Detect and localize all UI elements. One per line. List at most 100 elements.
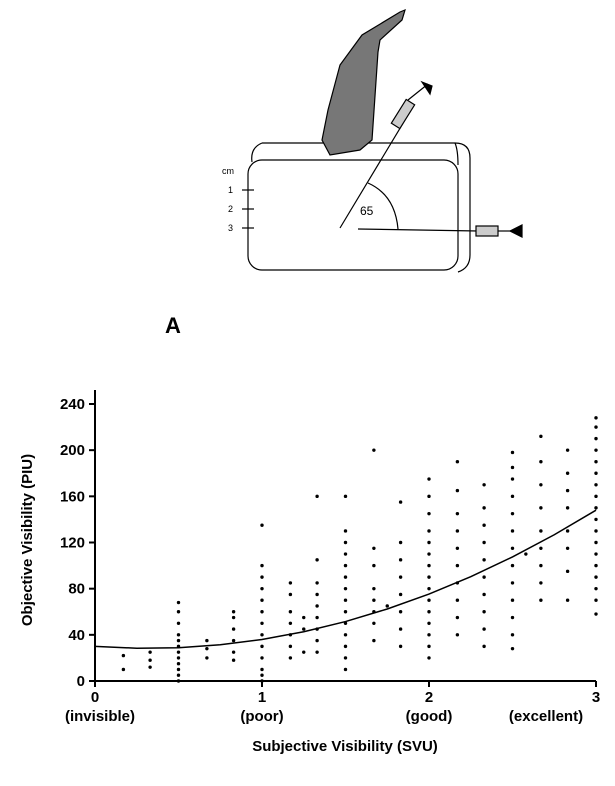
point [455, 615, 460, 620]
point [302, 615, 306, 620]
point [482, 610, 486, 614]
point [176, 638, 181, 643]
point [427, 477, 431, 481]
point [343, 540, 348, 545]
point [539, 563, 543, 568]
point [565, 506, 570, 510]
point [510, 646, 515, 651]
x-tick-caption: (invisible) [65, 708, 135, 725]
box-edges [251, 142, 459, 166]
point [539, 598, 543, 602]
point [231, 627, 236, 631]
point [398, 575, 403, 579]
point [315, 581, 319, 585]
point [315, 615, 319, 620]
x-tick-label: 1 [258, 689, 266, 706]
point [398, 627, 403, 631]
point [594, 575, 598, 579]
point [260, 679, 264, 683]
point [260, 667, 264, 672]
point [372, 586, 376, 591]
point [260, 575, 264, 579]
point [455, 529, 460, 533]
point [372, 638, 376, 643]
x-tick-label: 2 [425, 689, 433, 706]
point [288, 592, 293, 597]
point [398, 610, 403, 614]
point [205, 646, 209, 651]
point [176, 621, 181, 625]
box-front [247, 159, 459, 271]
unit-label: cm [222, 166, 234, 176]
point [482, 483, 486, 487]
point [176, 679, 181, 683]
point [176, 673, 181, 677]
point [315, 604, 319, 608]
point [343, 633, 348, 637]
point [539, 434, 543, 439]
point [427, 511, 431, 516]
point [565, 488, 570, 493]
point [539, 546, 543, 550]
point [231, 638, 236, 643]
point [594, 471, 598, 475]
point [427, 552, 431, 556]
x-tick-caption: (poor) [240, 708, 283, 725]
point [372, 563, 376, 568]
point [231, 650, 236, 654]
point [398, 644, 403, 649]
point [385, 604, 389, 608]
point [455, 598, 460, 602]
x-tick-caption: (excellent) [509, 708, 583, 725]
point [343, 529, 348, 533]
x-tick-caption: (good) [406, 708, 453, 725]
depth-label: 1 [228, 185, 233, 195]
point [427, 586, 431, 591]
point [594, 483, 598, 487]
point [398, 540, 403, 545]
point [260, 610, 264, 614]
point [288, 621, 293, 625]
point [315, 650, 319, 654]
point [455, 563, 460, 568]
hub [420, 80, 433, 96]
point [594, 494, 598, 499]
point [343, 586, 348, 591]
point [510, 563, 515, 568]
point [594, 416, 598, 420]
point [594, 460, 598, 464]
point [288, 656, 293, 660]
point [594, 448, 598, 452]
point [455, 460, 460, 464]
point [205, 638, 209, 643]
point [260, 598, 264, 602]
point [565, 598, 570, 602]
point [510, 494, 515, 499]
fit-line [94, 509, 597, 649]
x-axis-title: Subjective Visibility (SVU) [252, 738, 438, 755]
point [398, 558, 403, 562]
y-tick-label: 120 [60, 535, 85, 552]
point [398, 500, 403, 504]
point [260, 633, 264, 637]
point [565, 529, 570, 533]
point [343, 575, 348, 579]
point [510, 511, 515, 516]
syringe-2 [475, 225, 499, 237]
point [482, 540, 486, 545]
point [176, 600, 181, 605]
point [302, 650, 306, 654]
point [260, 673, 264, 677]
point [594, 425, 598, 429]
point [372, 546, 376, 550]
point [315, 592, 319, 597]
point [594, 529, 598, 533]
point [524, 552, 528, 556]
point [482, 575, 486, 579]
y-axis-title: Objective Visibility (PIU) [19, 454, 36, 626]
y-tick-label: 200 [60, 442, 85, 459]
point [539, 529, 543, 533]
point [343, 667, 348, 672]
point [302, 627, 306, 631]
